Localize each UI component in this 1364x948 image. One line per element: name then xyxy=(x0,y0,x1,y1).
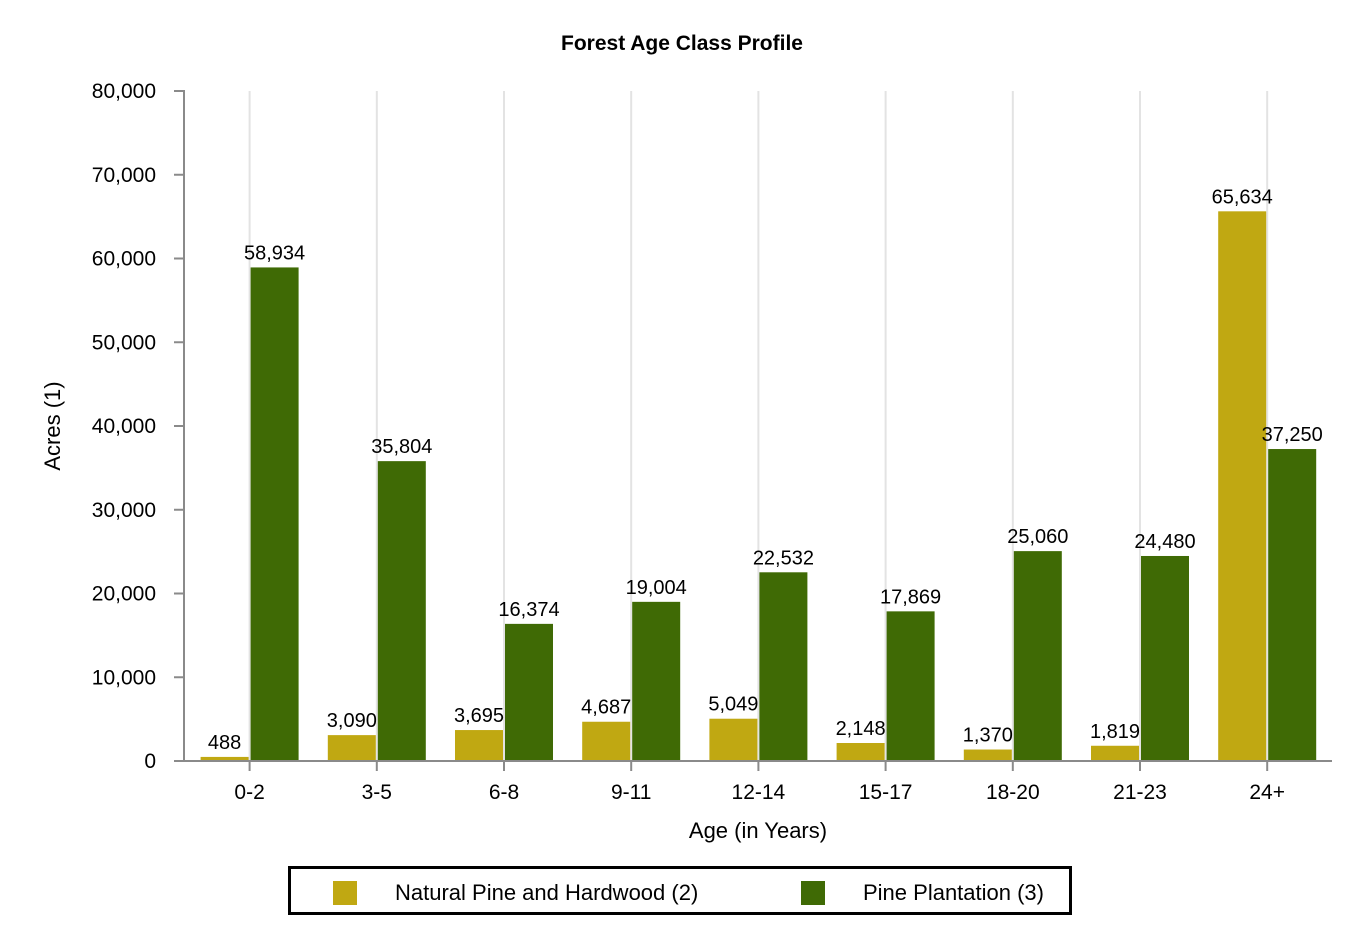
data-label: 16,374 xyxy=(498,599,559,621)
data-label: 1,370 xyxy=(963,725,1013,747)
chart-title: Forest Age Class Profile xyxy=(561,32,803,55)
y-tick-label: 50,000 xyxy=(92,331,156,354)
gridlines xyxy=(248,91,1269,761)
y-tick-label: 70,000 xyxy=(92,164,156,187)
data-label: 2,148 xyxy=(836,718,886,740)
data-label: 17,869 xyxy=(880,586,941,608)
legend-swatch-natural xyxy=(333,881,357,905)
legend-label-plantation: Pine Plantation (3) xyxy=(863,880,1044,905)
x-axis-label: Age (in Years) xyxy=(689,818,827,843)
x-tick-label: 12-14 xyxy=(732,781,786,804)
x-tick-label: 0-2 xyxy=(234,781,264,804)
y-tick-label: 10,000 xyxy=(92,666,156,689)
data-label: 65,634 xyxy=(1212,186,1273,208)
x-tick-label: 15-17 xyxy=(859,781,913,804)
bar-natural-0-2[interactable] xyxy=(200,756,249,761)
bars xyxy=(200,211,1317,761)
bar-natural-21-23[interactable] xyxy=(1091,745,1139,761)
data-label: 24,480 xyxy=(1134,531,1195,553)
data-label: 37,250 xyxy=(1262,424,1323,446)
bar-plantation-9-11[interactable] xyxy=(632,601,681,761)
bar-natural-12-14[interactable] xyxy=(709,718,758,761)
data-label: 25,060 xyxy=(1007,526,1068,548)
y-tick-label: 30,000 xyxy=(92,499,156,522)
data-label: 4,687 xyxy=(581,697,631,719)
bar-plantation-18-20[interactable] xyxy=(1013,551,1062,761)
axes: 0 10,000 20,000 30,000 40,000 50,000 60,000 70,… xyxy=(92,80,1332,804)
bar-plantation-12-14[interactable] xyxy=(759,572,808,761)
data-label: 1,819 xyxy=(1090,721,1140,743)
y-tick-label: 80,000 xyxy=(92,80,156,103)
y-tick-label: 20,000 xyxy=(92,583,156,606)
data-label: 58,934 xyxy=(244,242,305,264)
data-labels: 488 3,090 3,695 4,687 5,049 2,148 1,370 1,819 65… xyxy=(208,186,1323,754)
data-label: 22,532 xyxy=(753,547,814,569)
bar-plantation-0-2[interactable] xyxy=(250,267,299,761)
bar-plantation-15-17[interactable] xyxy=(886,611,935,761)
bar-natural-3-5[interactable] xyxy=(327,735,376,761)
x-tick-label: 9-11 xyxy=(611,781,651,804)
data-label: 5,049 xyxy=(708,694,758,716)
x-tick-label: 6-8 xyxy=(489,781,519,804)
x-tick-label: 3-5 xyxy=(362,781,392,804)
y-tick-label: 0 xyxy=(144,750,156,773)
bar-plantation-6-8[interactable] xyxy=(505,623,553,761)
legend-item-plantation[interactable]: Pine Plantation (3) xyxy=(801,880,1044,906)
bar-plantation-3-5[interactable] xyxy=(377,461,426,761)
legend-label-natural: Natural Pine and Hardwood (2) xyxy=(395,880,699,905)
x-tick-label: 21-23 xyxy=(1113,781,1167,804)
bar-natural-24+[interactable] xyxy=(1218,211,1267,761)
data-label: 3,695 xyxy=(454,705,504,727)
x-tick-label: 18-20 xyxy=(986,781,1040,804)
legend: Natural Pine and Hardwood (2) Pine Plant… xyxy=(288,866,1072,915)
bar-natural-15-17[interactable] xyxy=(836,743,885,761)
legend-item-natural[interactable]: Natural Pine and Hardwood (2) xyxy=(333,880,698,906)
y-tick-label: 60,000 xyxy=(92,248,156,271)
legend-swatch-plantation xyxy=(801,881,825,905)
bar-natural-6-8[interactable] xyxy=(455,730,503,761)
y-axis-label: Acres (1) xyxy=(40,381,65,470)
bar-plantation-24+[interactable] xyxy=(1268,449,1317,761)
bar-natural-18-20[interactable] xyxy=(963,749,1012,761)
y-tick-label: 40,000 xyxy=(92,415,156,438)
x-tick-label: 24+ xyxy=(1249,781,1285,804)
data-label: 35,804 xyxy=(371,436,432,458)
bar-plantation-21-23[interactable] xyxy=(1141,555,1189,761)
data-label: 19,004 xyxy=(626,577,687,599)
data-label: 488 xyxy=(208,732,241,754)
bar-natural-9-11[interactable] xyxy=(582,721,631,761)
data-label: 3,090 xyxy=(327,710,377,732)
